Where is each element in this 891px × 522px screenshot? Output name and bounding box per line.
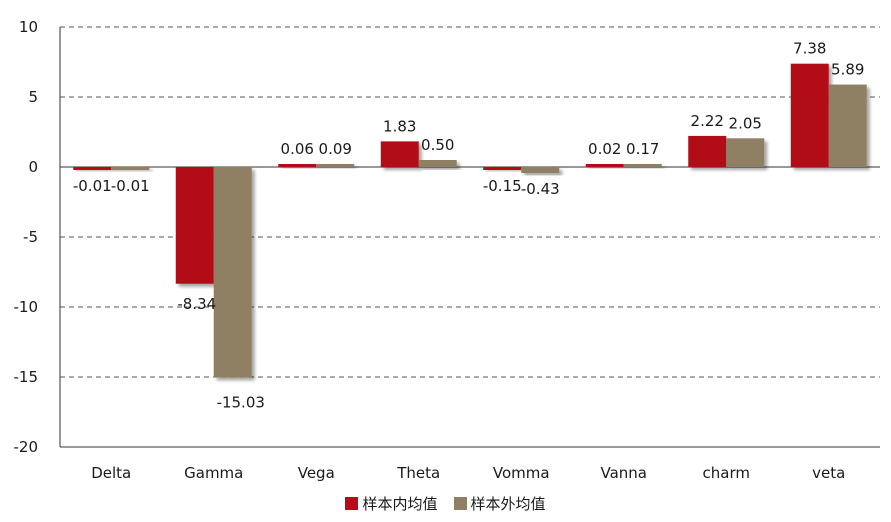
- x-category-label: charm: [703, 464, 750, 482]
- bars: [73, 63, 867, 378]
- bar-series-2: [213, 167, 252, 378]
- data-label-series-1: 1.83: [383, 117, 416, 135]
- bar-series-1: [483, 167, 522, 170]
- data-label-series-1: 2.22: [691, 112, 724, 130]
- bar-chart: 10 5 0 -5 -10 -15 -20 Delta Gamma Vega Theta Vomma V…: [14, 18, 880, 482]
- data-label-series-1: -8.34: [177, 295, 216, 313]
- x-category-label: Theta: [396, 464, 440, 482]
- bar-series-2: [418, 160, 457, 167]
- y-tick-label: 0: [28, 158, 38, 176]
- legend-swatch-in-sample: [345, 497, 359, 510]
- data-label-series-2: 2.05: [729, 114, 762, 132]
- y-tick-label: -10: [14, 298, 39, 316]
- bar-series-2: [521, 167, 560, 174]
- bar-series-1: [278, 164, 317, 167]
- data-label-series-2: -0.01: [111, 177, 150, 195]
- data-label-series-1: 0.02: [588, 140, 621, 158]
- data-label-series-1: -0.01: [73, 177, 112, 195]
- bar-series-1: [73, 167, 112, 170]
- data-label-series-2: -15.03: [217, 393, 265, 411]
- bar-series-2: [316, 164, 355, 167]
- legend-item-out-sample: 样本外均值: [453, 493, 546, 514]
- legend: 样本内均值 样本外均值: [0, 493, 891, 514]
- data-label-series-2: 0.09: [319, 140, 352, 158]
- data-label-series-1: -0.15: [483, 177, 522, 195]
- y-tick-label: 10: [19, 18, 38, 36]
- bar-series-2: [726, 138, 765, 167]
- bar-series-2: [111, 167, 150, 170]
- data-labels: -0.01 -8.34 0.06 1.83 -0.15 0.02 2.22 7.38 -0.01…: [73, 40, 865, 412]
- data-label-series-2: 0.17: [626, 140, 659, 158]
- bar-series-1: [790, 63, 829, 167]
- y-tick-label: -5: [23, 228, 38, 246]
- x-category-label: Vanna: [601, 464, 648, 482]
- bar-series-2: [623, 164, 662, 167]
- x-category-label: veta: [812, 464, 845, 482]
- x-category-label: Vega: [298, 464, 335, 482]
- axes: 10 5 0 -5 -10 -15 -20 Delta Gamma Vega Theta Vomma V…: [14, 18, 880, 482]
- data-label-series-2: 5.89: [831, 61, 864, 79]
- x-category-label: Vomma: [493, 464, 550, 482]
- legend-label-in-sample: 样本内均值: [362, 495, 438, 513]
- legend-label-out-sample: 样本外均值: [470, 495, 546, 513]
- y-tick-label: 5: [28, 88, 38, 106]
- bar-series-2: [828, 84, 867, 167]
- data-label-series-2: 0.50: [421, 136, 454, 154]
- bar-series-1: [688, 135, 727, 167]
- bar-series-1: [585, 164, 624, 167]
- data-label-series-1: 0.06: [281, 140, 314, 158]
- bar-series-1: [175, 167, 214, 284]
- bar-series-1: [380, 141, 419, 167]
- data-label-series-1: 7.38: [793, 40, 826, 58]
- x-category-label: Delta: [91, 464, 131, 482]
- legend-item-in-sample: 样本内均值: [345, 493, 438, 514]
- data-label-series-2: -0.43: [521, 180, 560, 198]
- legend-swatch-out-sample: [453, 497, 467, 510]
- y-tick-label: -15: [14, 368, 39, 386]
- x-category-label: Gamma: [184, 464, 243, 482]
- y-tick-label: -20: [14, 438, 39, 456]
